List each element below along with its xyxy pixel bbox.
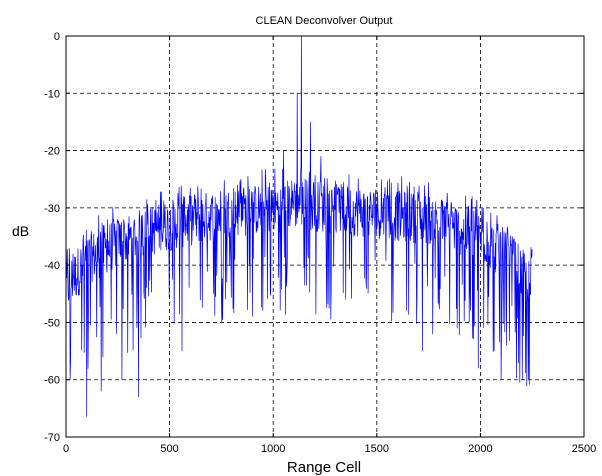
- x-tick-label: 1000: [261, 443, 285, 455]
- y-tick-label: -70: [44, 432, 60, 444]
- x-axis-label: Range Cell: [287, 459, 361, 476]
- y-tick-label: -50: [44, 317, 60, 329]
- x-tick-label: 500: [160, 443, 178, 455]
- y-tick-label: -10: [44, 88, 60, 100]
- y-tick-label: -20: [44, 146, 60, 158]
- x-tick-label: 1500: [365, 443, 389, 455]
- x-tick-label: 2500: [572, 443, 596, 455]
- chart-title: CLEAN Deconvolver Output: [256, 15, 393, 27]
- plot-area-frame: [66, 36, 584, 437]
- y-tick-label: 0: [54, 31, 60, 43]
- y-tick-label: -60: [44, 375, 60, 387]
- grid-lines: [66, 36, 584, 437]
- x-tick-label: 2000: [468, 443, 492, 455]
- y-tick-label: -30: [44, 203, 60, 215]
- x-tick-label: 0: [63, 443, 69, 455]
- y-axis-label: dB: [12, 223, 29, 239]
- y-tick-label: -40: [44, 260, 60, 272]
